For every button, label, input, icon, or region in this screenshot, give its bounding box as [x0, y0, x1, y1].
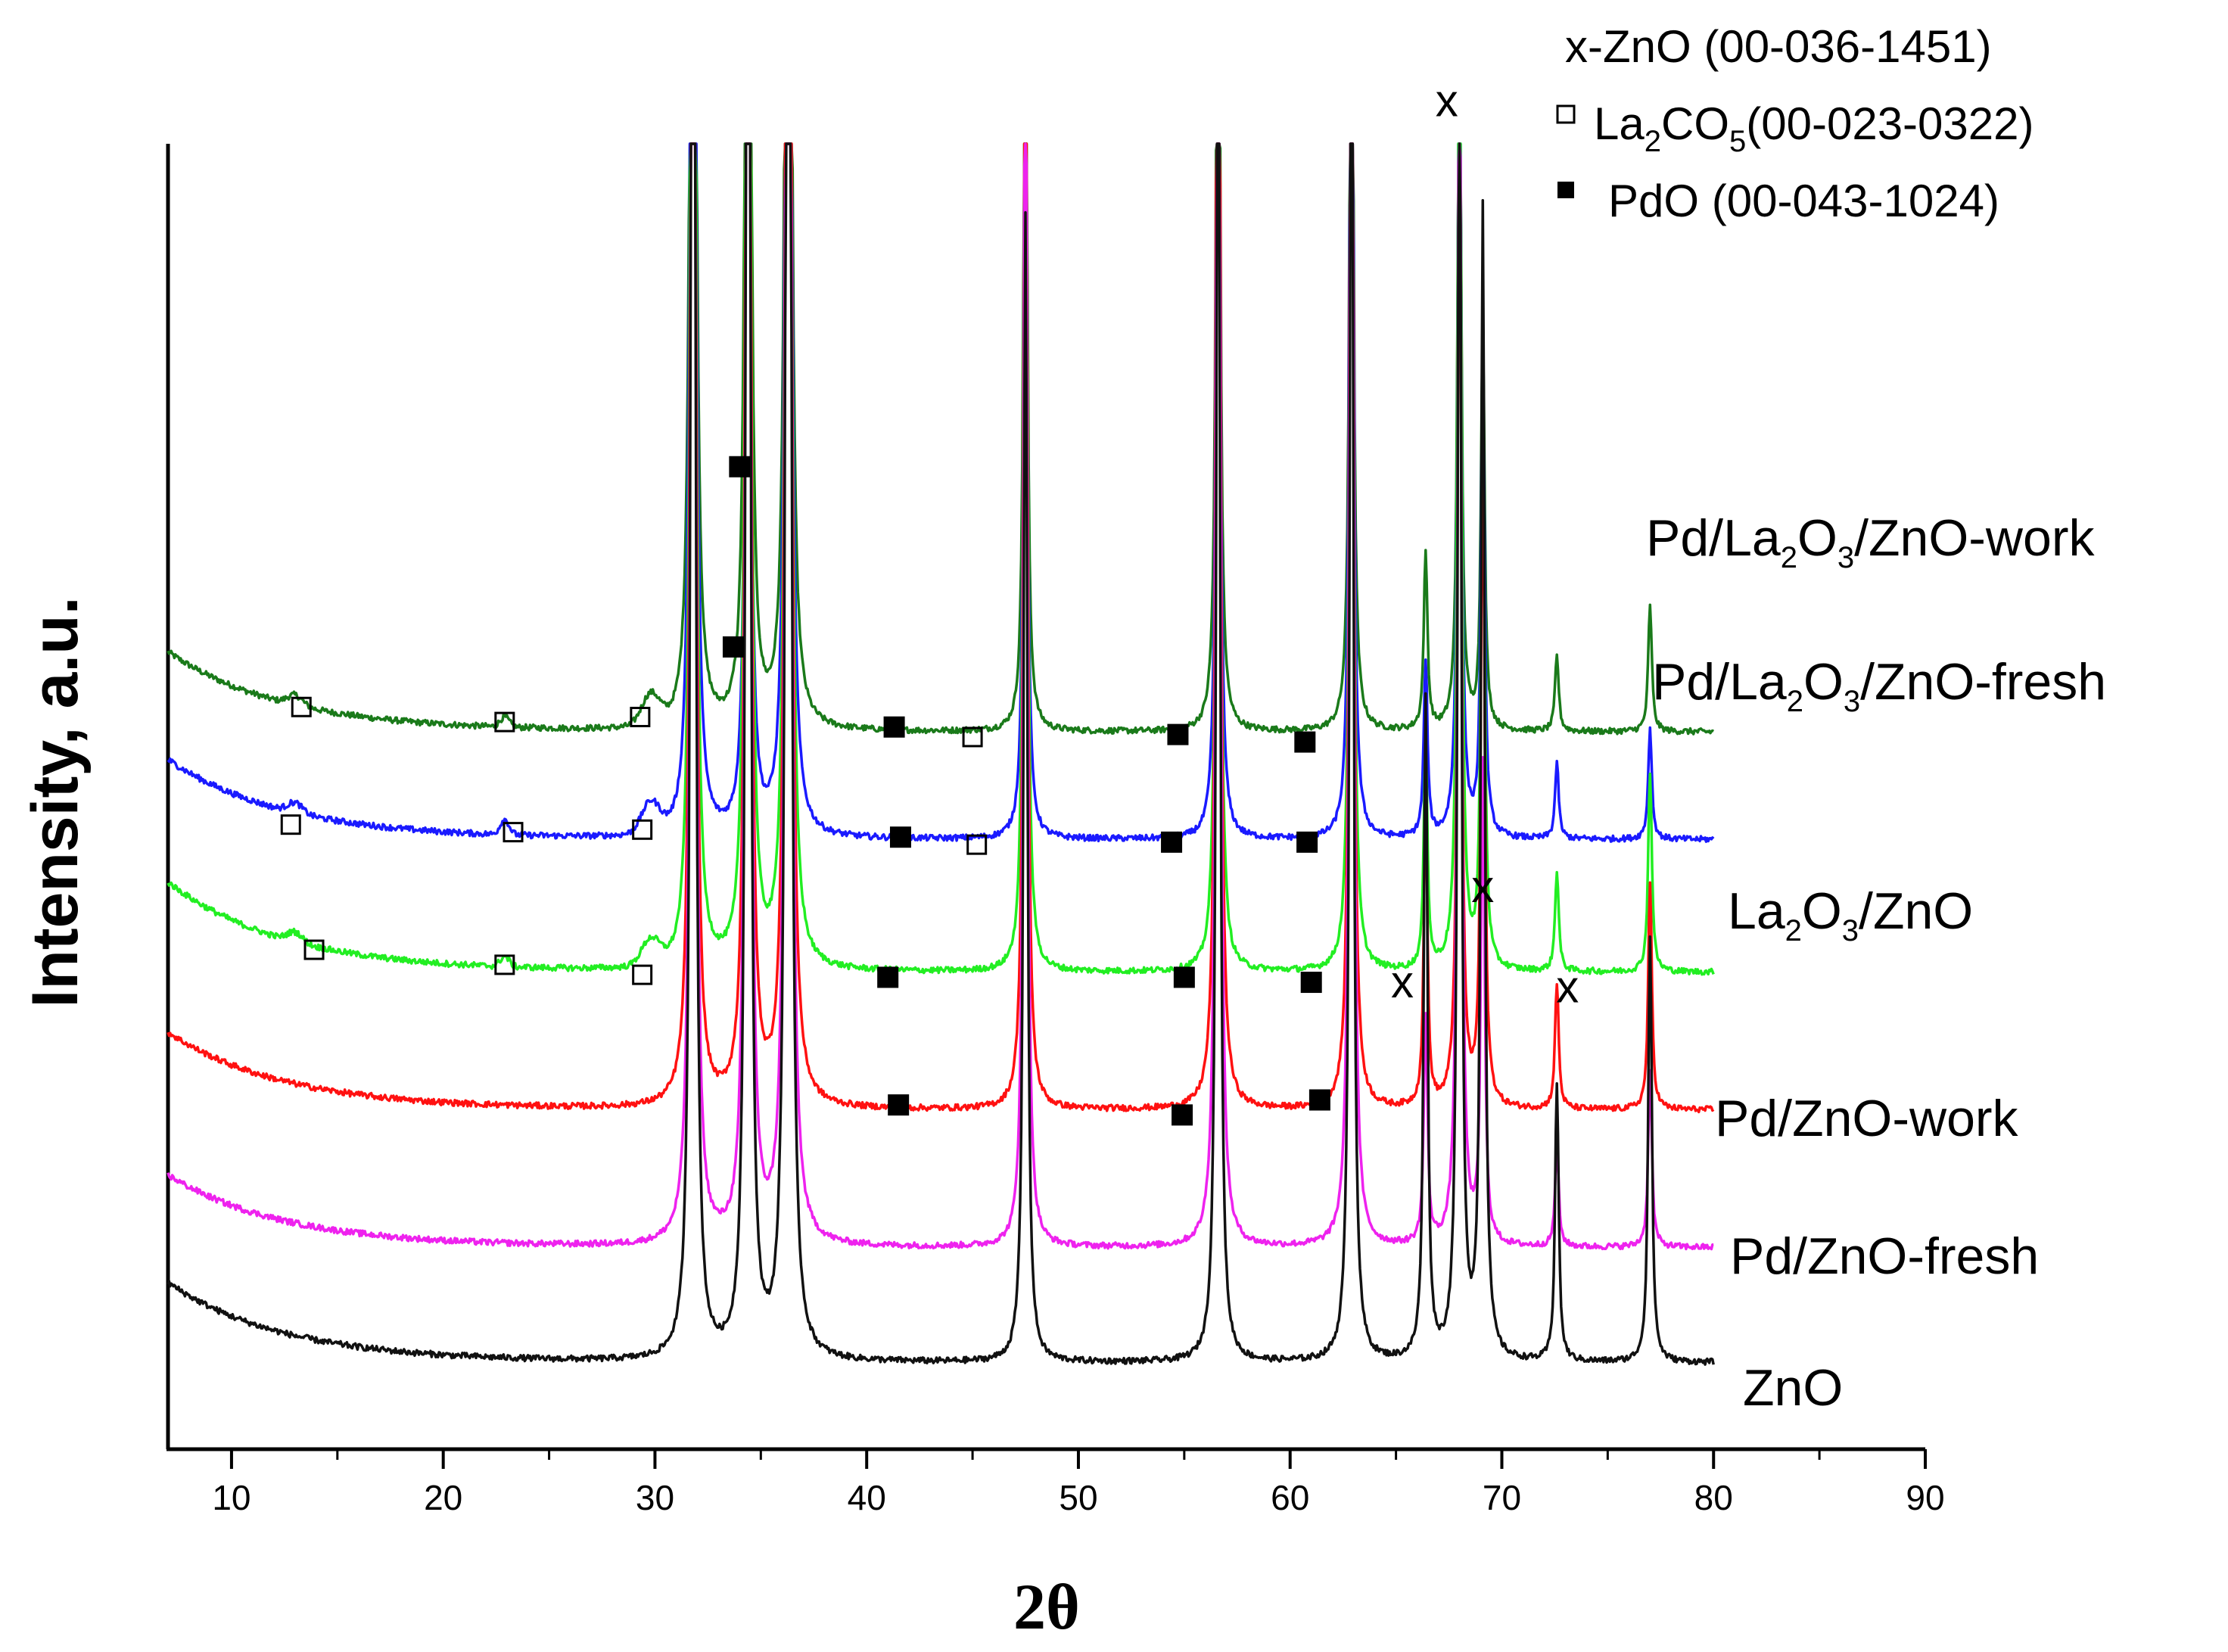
pdo-marker-icon: [889, 826, 911, 848]
axes: [166, 144, 1925, 1451]
la2co5-marker-icon: [291, 696, 312, 717]
pdo-marker-icon: [1296, 831, 1318, 853]
la2co5-marker-icon: [494, 954, 515, 975]
legend-la2co5: La2CO5(00-023-0322): [1594, 98, 2034, 158]
label-pd-zno-work: Pd/ZnO-work: [1715, 1090, 2019, 1147]
la2co5-marker-icon: [966, 834, 988, 855]
la2co5-marker-icon: [494, 711, 515, 733]
label-pd-la2o3-zno-work: Pd/La2O3/ZnO-work: [1646, 509, 2095, 574]
label-la2o3-zno: La2O3/ZnO: [1728, 882, 1973, 947]
x-tick-label: 80: [1694, 1478, 1733, 1517]
x-tick-label: 90: [1906, 1478, 1944, 1517]
pdo-marker-icon: [1294, 731, 1316, 753]
pdo-marker-icon: [1308, 1089, 1330, 1111]
series-lines: [166, 142, 1715, 1366]
legend-filled-square-icon: [1557, 182, 1574, 198]
x-tick-label: 20: [424, 1478, 462, 1517]
x-axis-title: 2θ: [1013, 1570, 1080, 1643]
legend: x-ZnO (00-036-1451) La2CO5(00-023-0322) …: [1556, 21, 2034, 226]
legend-pdo: PdO (00-043-1024): [1608, 176, 1999, 226]
series-labels: Pd/La2O3/ZnO-work Pd/La2O3/ZnO-fresh La2…: [1646, 509, 2106, 1417]
legend-open-square-icon: [1556, 104, 1576, 124]
x-tick-label: 30: [636, 1478, 674, 1517]
pdo-marker-icon: [1173, 966, 1195, 988]
zno-peak-marker: x: [1556, 962, 1579, 1013]
pdo-marker-icon: [1300, 972, 1322, 994]
la2co5-marker-icon: [632, 819, 653, 840]
pdo-marker-icon: [722, 636, 744, 658]
la2co5-marker-icon: [280, 814, 301, 835]
peak-markers: xxxxxxxxxx: [280, 76, 1579, 1126]
zno-peak-marker: x: [1391, 957, 1414, 1007]
pdo-marker-icon: [1167, 723, 1189, 745]
pdo-marker-icon: [1172, 1104, 1193, 1126]
la2co5-marker-icon: [630, 706, 651, 727]
la2co5-marker-icon: [503, 822, 524, 843]
la2co5-marker-icon: [632, 964, 653, 985]
label-pd-zno-fresh: Pd/ZnO-fresh: [1730, 1227, 2039, 1285]
x-tick-label: 10: [212, 1478, 250, 1517]
zno-peak-marker: x: [1471, 861, 1494, 912]
la2co5-marker-icon: [303, 939, 325, 960]
label-zno: ZnO: [1743, 1359, 1843, 1417]
x-tick-label: 60: [1271, 1478, 1309, 1517]
pdo-marker-icon: [877, 966, 899, 988]
pdo-marker-icon: [1161, 831, 1183, 853]
pdo-marker-icon: [883, 716, 905, 738]
pdo-marker-icon: [729, 456, 751, 478]
y-axis-title: Intensity, a.u.: [19, 596, 92, 1007]
la2co5-marker-icon: [962, 726, 983, 748]
x-tick-label: 50: [1059, 1478, 1097, 1517]
x-ticks: 10 20 30 40 50 60 70 80 90: [212, 1449, 1945, 1517]
series-line-zno: [166, 142, 1715, 1366]
label-pd-la2o3-zno-fresh: Pd/La2O3/ZnO-fresh: [1652, 653, 2106, 718]
x-tick-label: 40: [848, 1478, 886, 1517]
zno-peak-marker: x: [1436, 76, 1458, 126]
legend-zno: x-ZnO (00-036-1451): [1565, 21, 1992, 72]
pdo-marker-icon: [888, 1094, 910, 1116]
x-tick-label: 70: [1483, 1478, 1521, 1517]
